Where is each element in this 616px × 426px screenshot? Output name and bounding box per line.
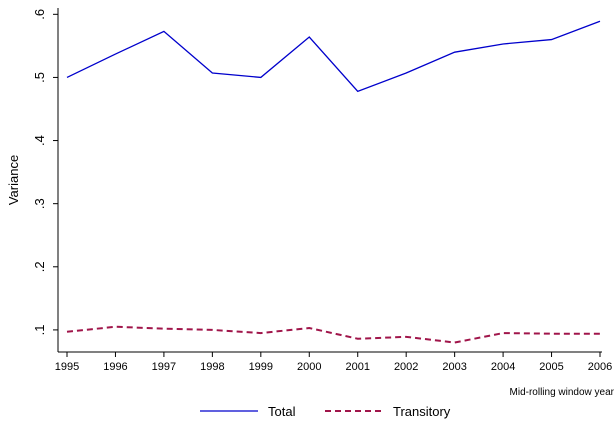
y-axis-label: Variance xyxy=(6,155,21,205)
x-tick-label: 2000 xyxy=(297,361,321,373)
legend-label: Transitory xyxy=(393,404,451,419)
series-line xyxy=(66,20,601,93)
legend-label: Total xyxy=(268,404,296,419)
y-tick-label: .4 xyxy=(32,135,47,146)
y-tick-label: .5 xyxy=(32,72,47,83)
x-tick-label: 2003 xyxy=(442,361,466,373)
x-tick-label: 1995 xyxy=(55,361,79,373)
x-tick-label: 2001 xyxy=(345,361,369,373)
x-tick-label: 2005 xyxy=(539,361,563,373)
y-tick-label: .6 xyxy=(32,9,47,20)
y-tick-label: .2 xyxy=(32,261,47,272)
series-line xyxy=(66,325,600,344)
x-tick-label: 1998 xyxy=(200,361,224,373)
y-tick-label: .1 xyxy=(32,324,47,335)
x-axis-label: Mid-rolling window year xyxy=(510,387,615,398)
x-tick-label: 2002 xyxy=(394,361,418,373)
x-tick-label: 2006 xyxy=(588,361,612,373)
x-tick-label: 1996 xyxy=(103,361,127,373)
x-tick-label: 1999 xyxy=(249,361,273,373)
x-tick-label: 2004 xyxy=(491,361,515,373)
x-tick-label: 1997 xyxy=(152,361,176,373)
y-tick-label: .3 xyxy=(32,198,47,209)
